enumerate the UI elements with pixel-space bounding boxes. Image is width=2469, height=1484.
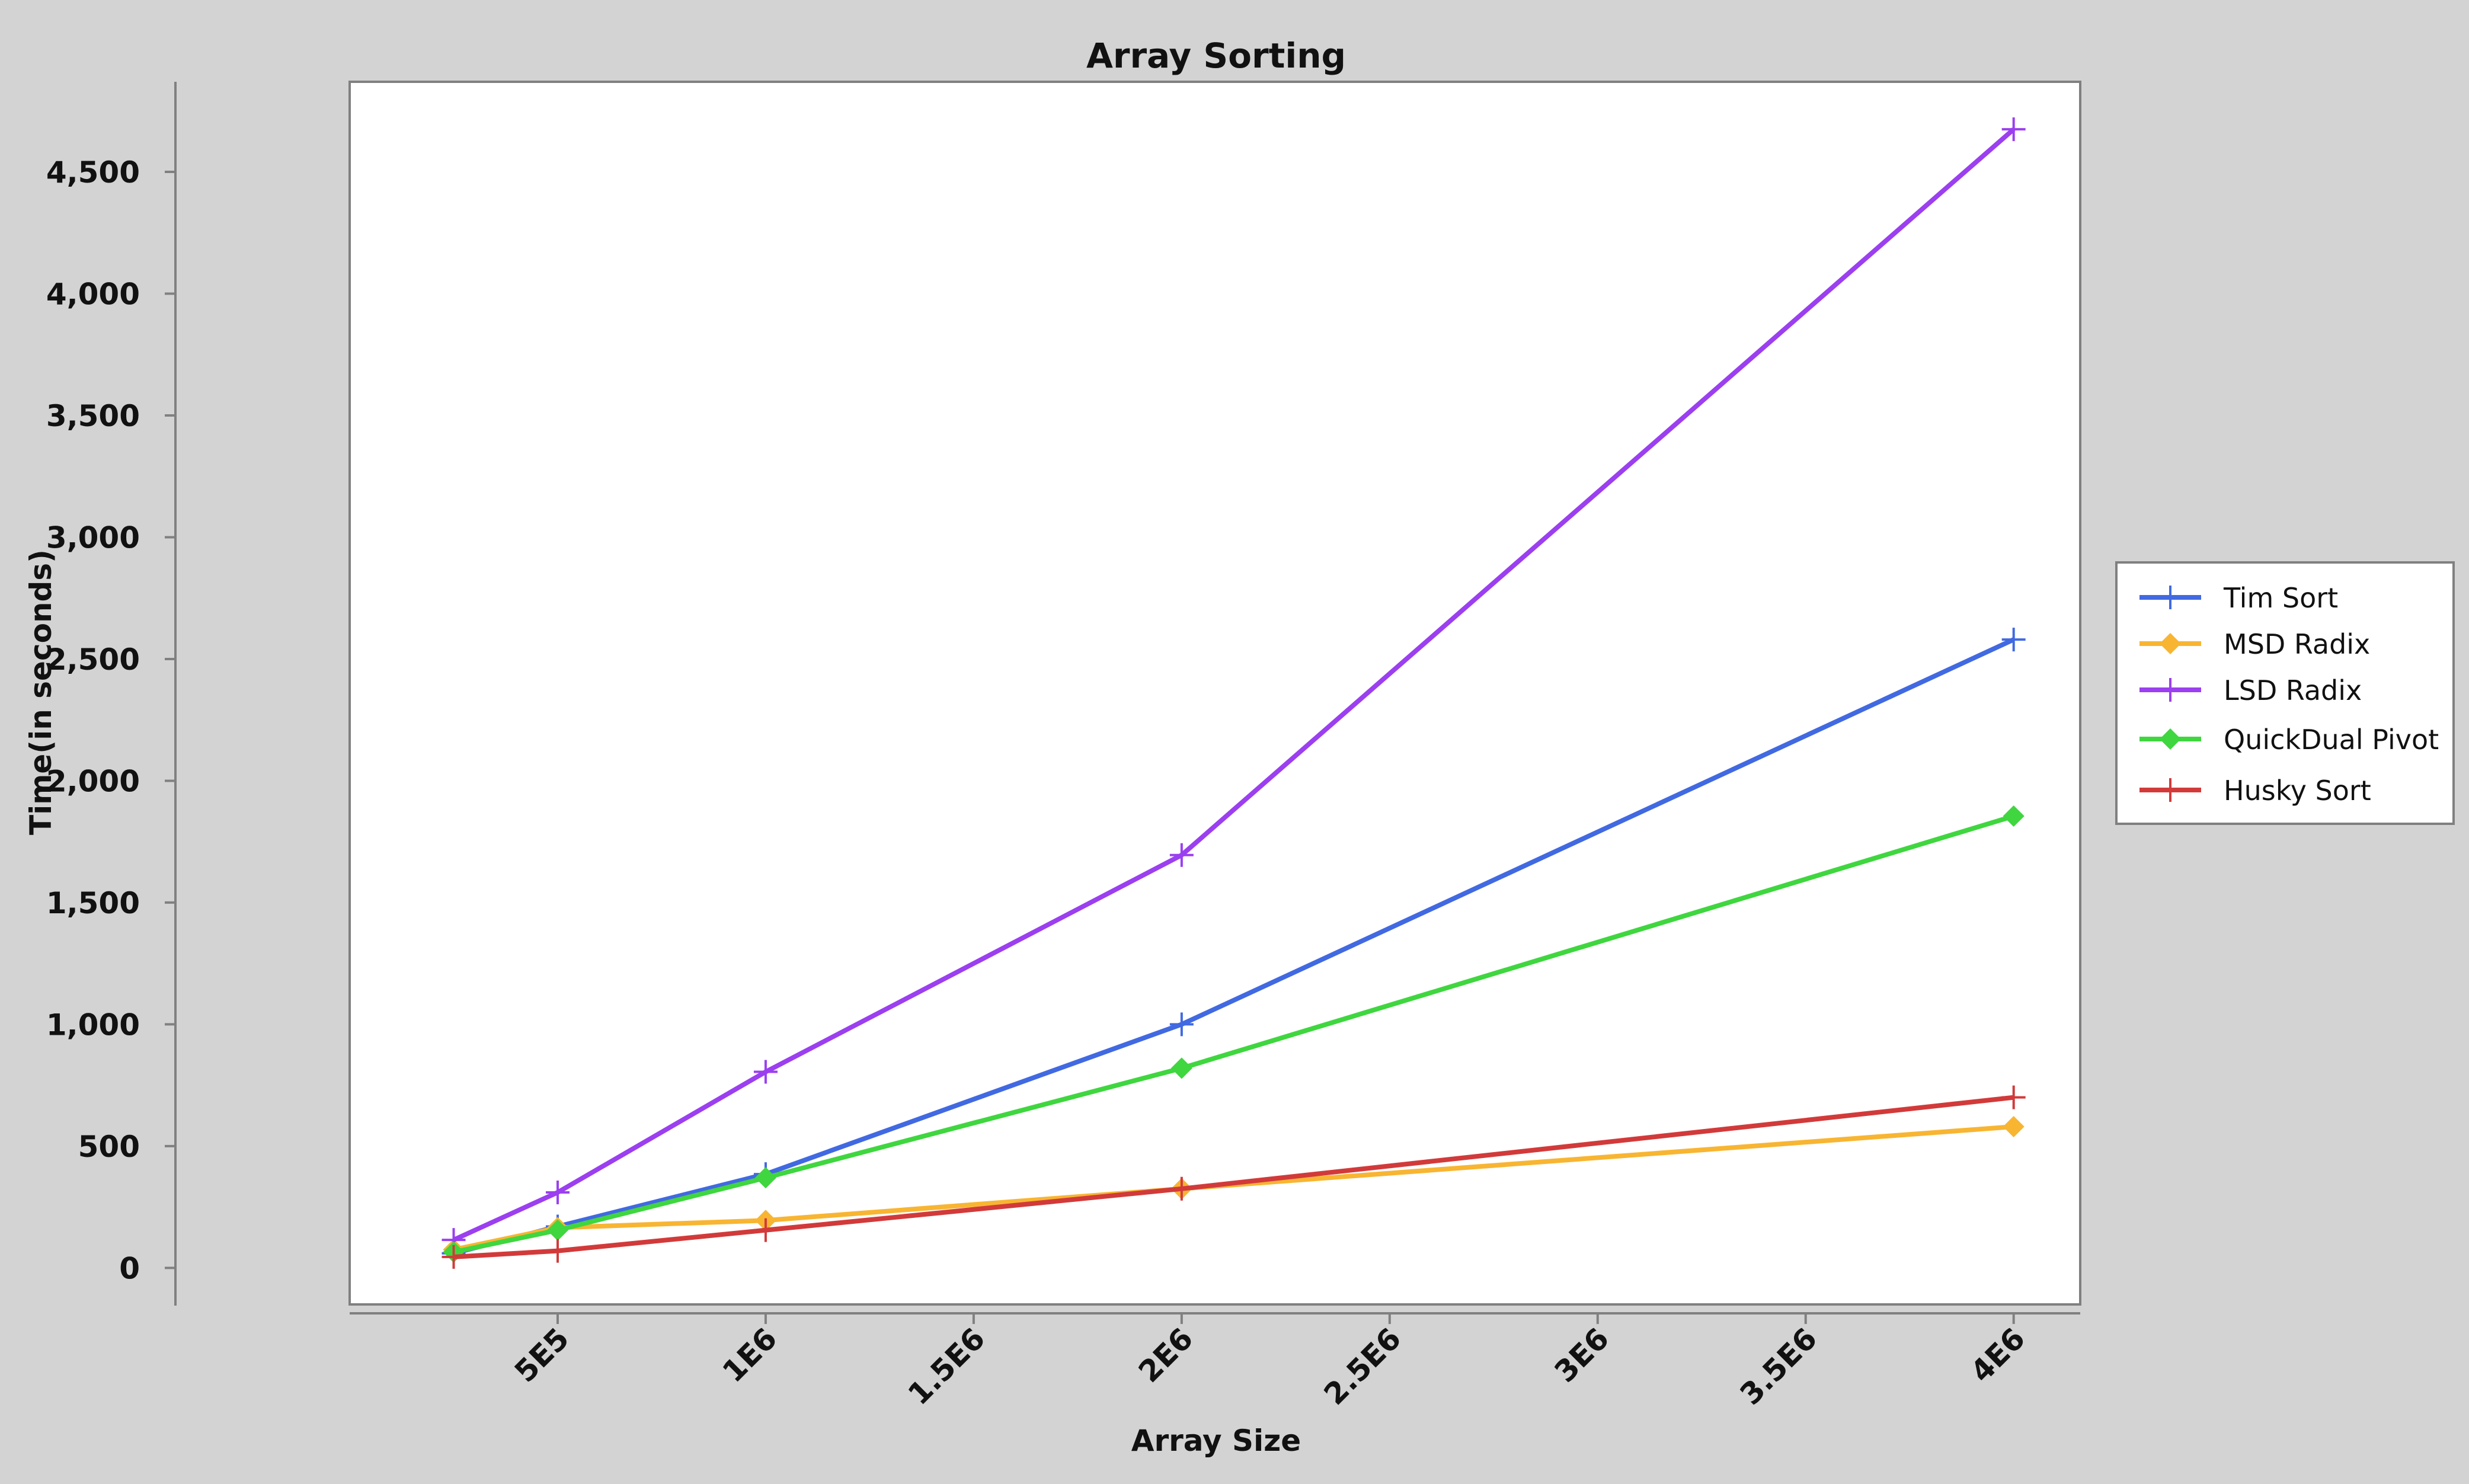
y-tick-label: 4,000 <box>46 277 140 312</box>
series-layer <box>442 117 2026 1269</box>
legend-item: QuickDual Pivot <box>2139 724 2439 756</box>
y-axis-label: Time(in seconds) <box>24 549 58 835</box>
legend-label: Tim Sort <box>2223 582 2338 614</box>
legend-item: MSD Radix <box>2139 628 2370 660</box>
y-tick-label: 4,500 <box>46 155 140 190</box>
y-tick-label: 2,500 <box>46 642 140 677</box>
x-tick-label: 3.5E6 <box>1734 1321 1824 1411</box>
x-axis-label: Array Size <box>1131 1424 1301 1458</box>
x-tick-label: 1E6 <box>716 1321 783 1389</box>
data-point <box>753 1060 778 1084</box>
legend-swatch-marker <box>2160 633 2181 654</box>
y-tick-label: 0 <box>119 1251 140 1285</box>
x-tick-label: 1.5E6 <box>901 1321 992 1411</box>
data-point <box>2003 805 2025 827</box>
legend-swatch-marker <box>2160 728 2181 750</box>
x-tick-label: 2.5E6 <box>1317 1321 1408 1411</box>
y-tick-label: 3,000 <box>46 520 140 555</box>
data-point <box>2001 117 2026 142</box>
legend: Tim Sort MSD Radix LSD Radix QuickDual Pivo… <box>2115 561 2455 825</box>
series-husky-sort <box>442 1085 2026 1269</box>
data-point <box>545 1180 570 1204</box>
chart-title: Array Sorting <box>1086 36 1346 76</box>
legend-label: QuickDual Pivot <box>2224 724 2439 756</box>
data-point <box>2003 1116 2025 1138</box>
legend-item: Husky Sort <box>2139 775 2371 807</box>
y-tick-label: 3,500 <box>46 399 140 433</box>
data-point <box>545 1239 570 1263</box>
data-point <box>1170 1057 1192 1079</box>
series-quickdual-pivot <box>443 805 2025 1263</box>
x-tick-label: 2E6 <box>1132 1321 1200 1389</box>
data-point <box>2001 1085 2026 1109</box>
legend-item: Tim Sort <box>2139 582 2338 614</box>
y-tick-label: 1,000 <box>46 1008 140 1042</box>
y-axis-ticks: 0 500 1,000 1,500 2,000 2,500 3,000 3,500 4,000 4… <box>46 155 175 1285</box>
legend-swatch-marker <box>2158 586 2182 609</box>
x-axis-ticks: 5E5 1E6 1.5E6 2E6 2.5E6 3E6 3.5E6 4E6 <box>508 1313 2032 1412</box>
legend-item: LSD Radix <box>2139 674 2362 706</box>
y-tick-label: 2,000 <box>46 764 140 798</box>
x-tick-label: 4E6 <box>1964 1321 2032 1389</box>
legend-label: Husky Sort <box>2224 775 2371 807</box>
legend-label: LSD Radix <box>2224 674 2362 706</box>
y-tick-label: 1,500 <box>46 886 140 920</box>
data-point <box>1169 1012 1194 1037</box>
legend-box <box>2115 561 2455 825</box>
data-point <box>442 1245 466 1269</box>
y-tick-label: 500 <box>78 1130 140 1164</box>
plot-area <box>348 81 2081 1306</box>
data-point <box>754 1167 776 1189</box>
legend-label: MSD Radix <box>2224 628 2370 660</box>
data-point <box>546 1219 568 1241</box>
series-lsd-radix <box>442 117 2026 1252</box>
data-point <box>2001 628 2026 652</box>
data-point <box>1169 1176 1194 1201</box>
x-tick-label: 3E6 <box>1548 1321 1616 1389</box>
data-point <box>1169 843 1194 867</box>
x-tick-label: 5E5 <box>508 1321 575 1389</box>
data-point <box>753 1218 778 1242</box>
legend-swatch-marker <box>2158 678 2182 702</box>
legend-swatch-marker <box>2158 778 2182 802</box>
